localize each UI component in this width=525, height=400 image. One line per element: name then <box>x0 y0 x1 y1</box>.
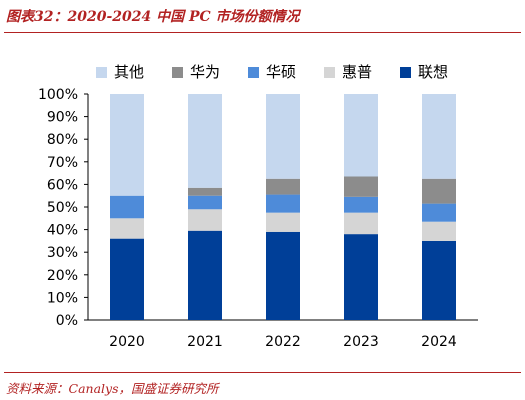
y-tick-label: 80% <box>47 132 78 148</box>
bar-segment-惠普 <box>422 221 456 241</box>
legend-swatch <box>96 67 107 78</box>
legend-label: 联想 <box>418 63 448 81</box>
source-rule <box>4 372 521 373</box>
bar-segment-其他 <box>422 94 456 179</box>
bar-segment-华硕 <box>266 194 300 213</box>
x-tick-label: 2020 <box>109 334 145 350</box>
y-tick-label: 10% <box>47 290 78 306</box>
bar-segment-惠普 <box>266 212 300 232</box>
legend-swatch <box>324 67 335 78</box>
bar-segment-联想 <box>188 230 222 320</box>
y-tick-label: 30% <box>47 245 78 261</box>
y-tick-label: 60% <box>47 177 78 193</box>
legend-label: 惠普 <box>342 63 372 81</box>
title-rule <box>4 32 521 33</box>
bar-segment-联想 <box>266 231 300 320</box>
legend-swatch <box>172 67 183 78</box>
bar-segment-华为 <box>422 178 456 204</box>
bar-segment-华为 <box>344 176 378 197</box>
legend-label: 其他 <box>114 63 144 81</box>
bar-segment-其他 <box>188 94 222 188</box>
y-tick-label: 70% <box>47 155 78 171</box>
x-tick-label: 2023 <box>343 334 379 350</box>
bar-segment-华硕 <box>344 196 378 213</box>
figure-title: 图表32：2020-2024 中国 PC 市场份额情况 <box>6 9 300 25</box>
legend-swatch <box>400 67 411 78</box>
bar-segment-华硕 <box>110 195 144 219</box>
bar-segment-其他 <box>344 94 378 177</box>
legend-label: 华硕 <box>266 63 296 81</box>
bar-segment-华硕 <box>188 195 222 210</box>
x-tick-label: 2024 <box>421 334 457 350</box>
y-tick-label: 50% <box>47 200 78 216</box>
bar-segment-惠普 <box>188 209 222 231</box>
bar-segment-联想 <box>344 234 378 320</box>
bar-segment-其他 <box>266 94 300 179</box>
legend-label: 华为 <box>190 63 220 81</box>
y-tick-label: 40% <box>47 223 78 239</box>
source-note: 资料来源：Canalys，国盛证券研究所 <box>6 381 219 396</box>
x-tick-label: 2022 <box>265 334 301 350</box>
y-tick-label: 20% <box>47 268 78 284</box>
bar-segment-华硕 <box>422 203 456 222</box>
bar-segment-华为 <box>266 178 300 195</box>
bar-segment-惠普 <box>110 218 144 239</box>
y-tick-label: 90% <box>47 110 78 126</box>
legend-swatch <box>248 67 259 78</box>
bar-segment-惠普 <box>344 212 378 235</box>
y-tick-label: 0% <box>56 313 78 329</box>
bar-segment-其他 <box>110 94 144 196</box>
bar-segment-华为 <box>188 187 222 196</box>
bar-segment-联想 <box>422 240 456 320</box>
y-tick-label: 100% <box>38 87 78 103</box>
bar-segment-联想 <box>110 238 144 320</box>
x-tick-label: 2021 <box>187 334 223 350</box>
